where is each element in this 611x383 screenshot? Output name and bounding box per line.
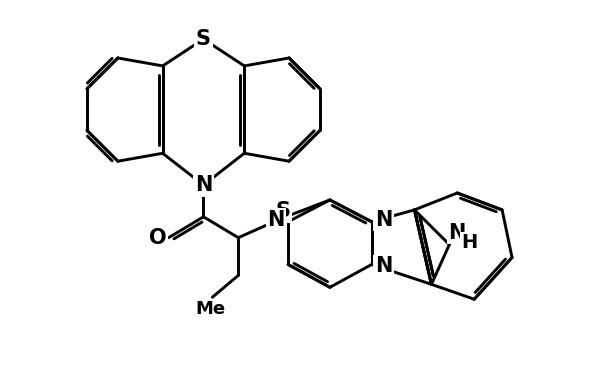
Text: N: N <box>268 210 285 230</box>
Text: S: S <box>196 29 211 49</box>
Text: H: H <box>461 233 477 252</box>
Text: O: O <box>149 228 166 248</box>
Text: S: S <box>276 201 291 221</box>
Text: N: N <box>375 257 392 277</box>
Text: N: N <box>375 210 392 230</box>
Text: N: N <box>195 175 212 195</box>
Text: N: N <box>448 223 466 243</box>
Text: Me: Me <box>196 300 225 318</box>
